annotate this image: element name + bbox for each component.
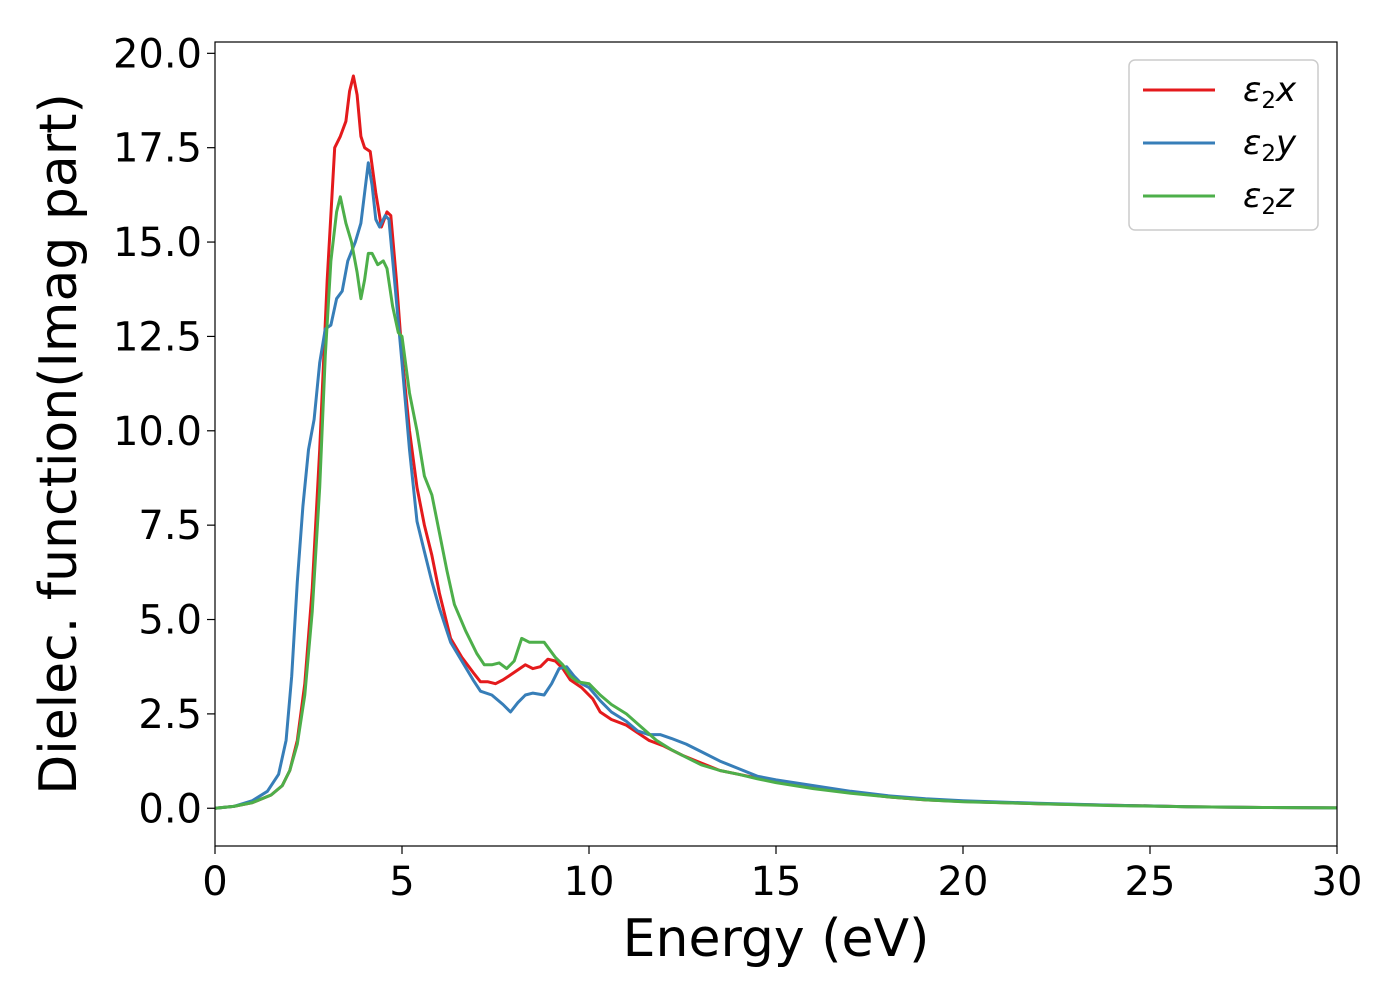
x-axis: 0 5 10 15 20 25 30 [202, 846, 1362, 905]
x-axis-title: Energy (eV) [623, 909, 930, 969]
x-tick-label: 0 [202, 859, 227, 905]
x-tick-label: 15 [751, 859, 802, 905]
x-tick-label: 20 [938, 859, 989, 905]
series-line-y [214, 161, 1338, 810]
y-tick-label: 17.5 [113, 126, 202, 172]
legend-label-y: ε2y [1243, 123, 1297, 167]
y-tick-label: 0.0 [138, 786, 202, 832]
y-tick-label: 5.0 [138, 598, 202, 644]
x-tick-label: 10 [564, 859, 615, 905]
series-line-z [214, 195, 1338, 810]
legend: ε2x ε2y ε2z [1128, 59, 1319, 231]
legend-label-x: ε2x [1243, 70, 1297, 114]
series-layer [214, 74, 1338, 810]
x-tick-label: 5 [389, 859, 414, 905]
y-tick-label: 20.0 [113, 31, 202, 77]
y-tick-label: 7.5 [138, 503, 202, 549]
y-tick-label: 10.0 [113, 409, 202, 455]
y-axis-title: Dielec. function(Imag part) [29, 93, 89, 795]
legend-label-z: ε2z [1243, 176, 1295, 220]
y-tick-label: 2.5 [138, 692, 202, 738]
x-tick-label: 30 [1312, 859, 1363, 905]
x-tick-label: 25 [1125, 859, 1176, 905]
y-tick-label: 12.5 [113, 314, 202, 360]
y-tick-label: 15.0 [113, 220, 202, 266]
legend-items: ε2x ε2y ε2z [1143, 70, 1297, 220]
y-axis: 0.0 2.5 5.0 7.5 10.0 12.5 15.0 17.5 20.0 [113, 31, 215, 832]
legend-frame [1128, 59, 1319, 231]
